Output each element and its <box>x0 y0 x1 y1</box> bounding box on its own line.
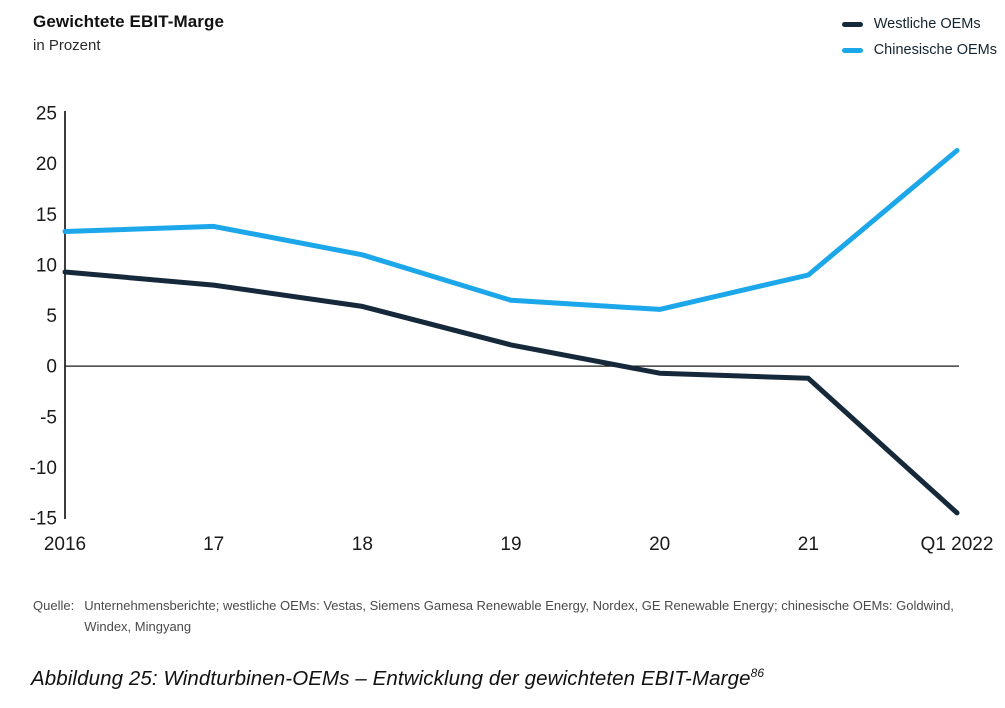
y-axis-tick-label: 25 <box>36 104 57 125</box>
x-axis-tick-label: 19 <box>500 534 521 555</box>
y-axis-tick-label: -5 <box>40 407 57 428</box>
y-axis-tick-label: 15 <box>36 205 57 226</box>
y-axis-tick-label: 5 <box>46 306 57 327</box>
figure-caption-footnote-ref: 86 <box>750 666 765 680</box>
series-line-chinesische-oems <box>62 148 960 312</box>
x-axis-tick-label: 17 <box>203 534 224 555</box>
figure-caption: Abbildung 25: Windturbinen-OEMs – Entwic… <box>31 666 764 691</box>
legend-swatch-chinesische-oems <box>841 47 863 53</box>
legend-label: Chinesische OEMs <box>873 42 997 58</box>
source-text: Unternehmensberichte; westliche OEMs: Ve… <box>84 596 954 638</box>
legend-swatch-westliche-oems <box>841 21 863 27</box>
source-text-line1: Unternehmensberichte; westliche OEMs: Ve… <box>84 598 954 613</box>
chart-title: Gewichtete EBIT-Marge <box>33 12 225 31</box>
source-label: Quelle: <box>33 598 75 613</box>
ebit-marge-line-chart: 25 20 15 10 5 0 -5 -10 -15 2016 17 18 19 20 21 Q1 2022 <box>30 104 994 556</box>
legend-label: Westliche OEMs <box>873 16 981 32</box>
figure-caption-text: Abbildung 25: Windturbinen-OEMs – Entwic… <box>31 666 751 690</box>
y-axis-tick-label: -10 <box>30 458 57 479</box>
x-axis-tick-label: 18 <box>352 534 373 555</box>
y-axis-tick-label: -15 <box>30 509 57 530</box>
series-line-westliche-oems <box>62 269 960 516</box>
chart-header: Gewichtete EBIT-Marge in Prozent <box>33 12 224 54</box>
x-axis-tick-label: 2016 <box>44 534 86 555</box>
source-text-line2: Windex, Mingyang <box>84 618 192 634</box>
x-axis-tick-label: 21 <box>798 534 819 555</box>
x-axis-tick-label: Q1 2022 <box>921 534 994 555</box>
x-axis-tick-label: 20 <box>649 534 670 555</box>
source-footnote: Quelle: Unternehmensberichte; westliche … <box>33 596 985 638</box>
y-axis-tick-label: 0 <box>46 357 57 378</box>
legend-item-chinesische-oems: Chinesische OEMs <box>841 42 997 58</box>
legend-item-westliche-oems: Westliche OEMs <box>841 16 997 32</box>
chart-subtitle: in Prozent <box>33 37 101 54</box>
chart-legend: Westliche OEMs Chinesische OEMs <box>841 16 997 58</box>
y-axis-tick-label: 10 <box>36 255 57 276</box>
y-axis-tick-label: 20 <box>36 154 57 175</box>
